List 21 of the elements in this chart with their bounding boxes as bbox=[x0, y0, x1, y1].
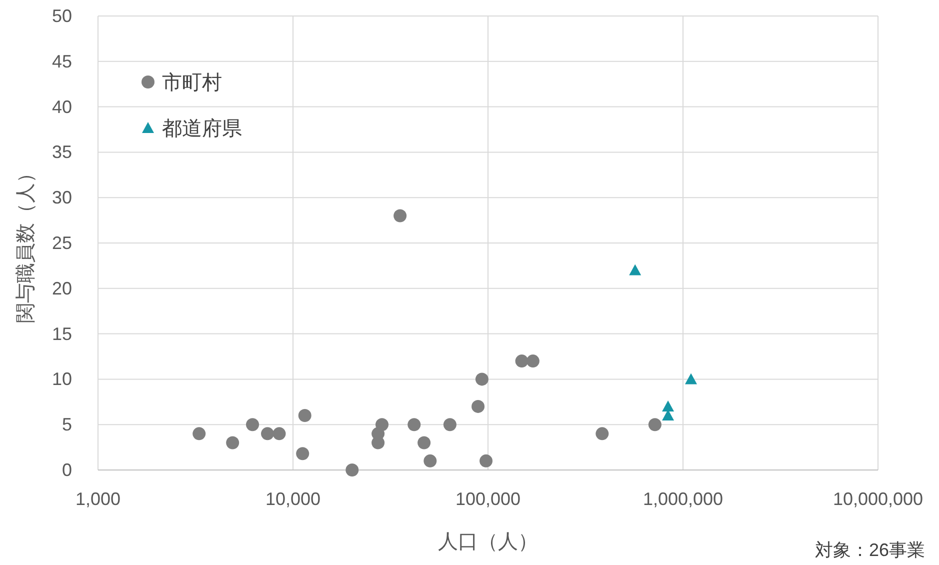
y-tick-label: 15 bbox=[52, 324, 72, 344]
x-tick-label: 100,000 bbox=[455, 489, 521, 509]
y-tick-label: 20 bbox=[52, 278, 72, 298]
text: 対象：26事業 bbox=[814, 540, 925, 560]
x-tick-label: 1,000,000 bbox=[642, 489, 724, 509]
y-tick-label: 35 bbox=[52, 142, 72, 162]
legend-label: 市町村 bbox=[162, 72, 222, 94]
x-tick-label: 1,000 bbox=[75, 489, 121, 509]
y-tick-label: 50 bbox=[52, 6, 72, 26]
x-axis-title: 人口（人） bbox=[438, 531, 538, 553]
y-tick-label: 5 bbox=[62, 414, 72, 435]
y-tick-label: 0 bbox=[62, 460, 72, 480]
y-tick-label: 30 bbox=[52, 188, 72, 208]
y-axis-title: 関与職員数（人） bbox=[15, 163, 37, 323]
y-tick-label: 25 bbox=[52, 233, 72, 253]
y-tick-label: 40 bbox=[52, 96, 72, 117]
legend-label: 都道府県 bbox=[162, 118, 242, 140]
y-tick-label: 45 bbox=[52, 51, 72, 72]
y-tick-label: 10 bbox=[52, 369, 72, 390]
x-tick-label: 10,000 bbox=[265, 489, 321, 509]
x-tick-label: 10,000,000 bbox=[832, 489, 924, 509]
